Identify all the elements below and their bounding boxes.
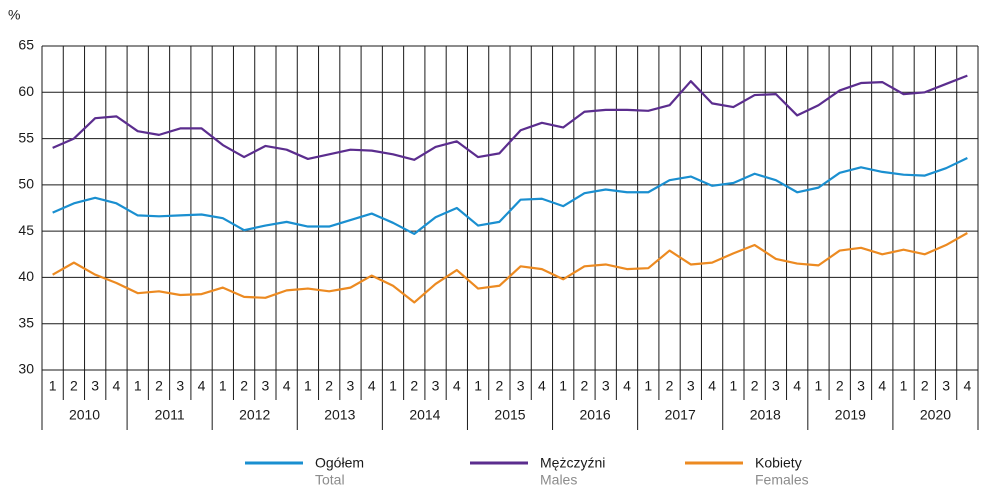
- x-tick-label: 3: [602, 378, 610, 394]
- series-line: [52, 157, 968, 236]
- series-line: [52, 232, 968, 304]
- y-tick-label: 30: [18, 361, 34, 377]
- x-tick-label: 1: [644, 378, 652, 394]
- y-tick-label: 55: [18, 129, 34, 145]
- year-label: 2016: [580, 407, 611, 423]
- legend-label: Ogółem: [315, 455, 364, 471]
- x-tick-label: 2: [70, 378, 78, 394]
- year-label: 2011: [155, 407, 185, 423]
- legend-label-en: Total: [315, 472, 345, 488]
- y-tick-label: 35: [18, 314, 34, 330]
- y-tick-label: 60: [18, 83, 34, 99]
- x-tick-label: 4: [198, 378, 206, 394]
- x-tick-label: 4: [538, 378, 546, 394]
- x-tick-label: 1: [559, 378, 567, 394]
- x-tick-label: 3: [772, 378, 780, 394]
- x-tick-label: 2: [495, 378, 503, 394]
- x-tick-label: 4: [453, 378, 461, 394]
- legend-label: Kobiety: [755, 455, 802, 471]
- x-tick-label: 2: [155, 378, 163, 394]
- y-tick-label: 50: [18, 176, 34, 192]
- x-tick-label: 1: [389, 378, 397, 394]
- x-tick-label: 2: [581, 378, 589, 394]
- x-tick-label: 3: [517, 378, 525, 394]
- year-label: 2020: [920, 407, 951, 423]
- x-tick-label: 2: [921, 378, 929, 394]
- x-tick-label: 1: [729, 378, 737, 394]
- x-tick-label: 3: [857, 378, 865, 394]
- x-tick-label: 1: [49, 378, 57, 394]
- x-tick-label: 3: [942, 378, 950, 394]
- x-tick-label: 2: [410, 378, 418, 394]
- x-tick-label: 3: [432, 378, 440, 394]
- x-tick-label: 1: [219, 378, 227, 394]
- legend-label-en: Females: [755, 472, 809, 488]
- series-line: [52, 74, 968, 161]
- y-axis-label: %: [8, 7, 20, 23]
- x-tick-label: 2: [325, 378, 333, 394]
- x-tick-label: 2: [666, 378, 674, 394]
- x-tick-label: 1: [134, 378, 142, 394]
- year-label: 2013: [324, 407, 355, 423]
- x-tick-label: 4: [623, 378, 631, 394]
- x-tick-label: 3: [176, 378, 184, 394]
- legend-label-en: Males: [540, 472, 577, 488]
- x-tick-label: 4: [963, 378, 971, 394]
- legend-label: Mężczyźni: [540, 455, 605, 471]
- x-tick-label: 3: [261, 378, 269, 394]
- year-label: 2014: [409, 407, 440, 423]
- x-tick-label: 1: [474, 378, 482, 394]
- y-tick-label: 45: [18, 222, 34, 238]
- x-tick-label: 4: [708, 378, 716, 394]
- x-tick-label: 4: [368, 378, 376, 394]
- year-label: 2015: [494, 407, 525, 423]
- x-tick-label: 3: [687, 378, 695, 394]
- x-tick-label: 1: [900, 378, 908, 394]
- x-tick-label: 1: [815, 378, 823, 394]
- y-tick-label: 65: [18, 37, 34, 53]
- year-label: 2012: [239, 407, 270, 423]
- x-tick-label: 1: [304, 378, 312, 394]
- year-label: 2017: [665, 407, 696, 423]
- y-tick-label: 40: [18, 268, 34, 284]
- x-tick-label: 4: [113, 378, 121, 394]
- x-tick-label: 3: [91, 378, 99, 394]
- x-tick-label: 2: [751, 378, 759, 394]
- x-tick-label: 2: [836, 378, 844, 394]
- x-tick-label: 4: [283, 378, 291, 394]
- year-label: 2019: [835, 407, 866, 423]
- x-tick-label: 3: [347, 378, 355, 394]
- year-label: 2010: [69, 407, 100, 423]
- year-label: 2018: [750, 407, 781, 423]
- x-tick-label: 2: [240, 378, 248, 394]
- x-tick-label: 4: [878, 378, 886, 394]
- x-tick-label: 4: [793, 378, 801, 394]
